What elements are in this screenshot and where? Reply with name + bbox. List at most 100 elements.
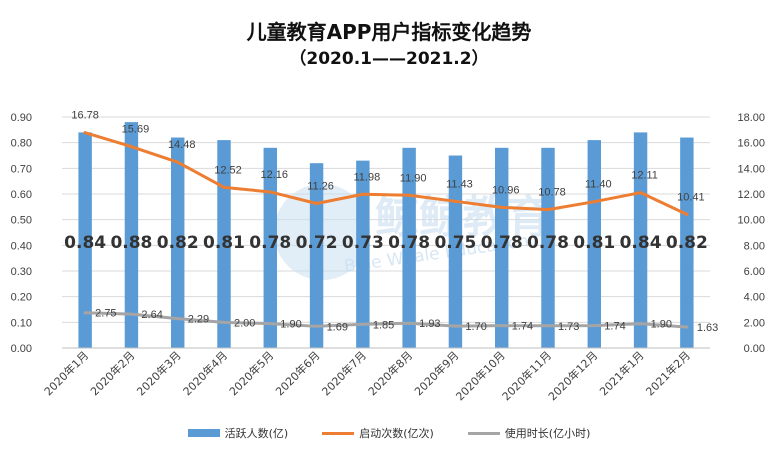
line-data-label: 10.41 bbox=[677, 191, 705, 203]
line-point bbox=[407, 193, 411, 197]
y-left-tick-label: 0.00 bbox=[11, 343, 32, 355]
y-right-tick-label: 10.00 bbox=[737, 215, 765, 227]
bar-data-label: 0.81 bbox=[203, 233, 245, 253]
y-left-tick-label: 0.10 bbox=[11, 317, 32, 329]
bar-data-label: 0.75 bbox=[434, 233, 476, 253]
y-right-tick-label: 18.00 bbox=[737, 112, 765, 124]
legend: 活跃人数(亿) 启动次数(亿次) 使用时长(亿小时) bbox=[0, 425, 778, 441]
y-left-tick-label: 0.50 bbox=[11, 215, 32, 227]
line-data-label: 12.16 bbox=[261, 169, 289, 181]
line-data-label: 1.74 bbox=[604, 321, 625, 333]
bar-data-label: 0.84 bbox=[64, 233, 106, 253]
x-tick-label: 2021年1月 bbox=[596, 348, 646, 398]
bar-data-label: 0.72 bbox=[296, 233, 338, 253]
line-series-launches bbox=[83, 131, 689, 216]
bar-data-label: 0.78 bbox=[249, 233, 291, 253]
line-data-label: 11.40 bbox=[585, 179, 612, 191]
bar bbox=[263, 147, 277, 348]
line-point bbox=[685, 325, 689, 329]
line-data-label: 12.52 bbox=[214, 164, 242, 176]
bar-data-label: 0.81 bbox=[573, 233, 615, 253]
line-point bbox=[592, 200, 596, 204]
line-data-label: 1.70 bbox=[465, 321, 486, 333]
x-tick-label: 2020年5月 bbox=[226, 348, 276, 398]
legend-item-usage-time[interactable]: 使用时长(亿小时) bbox=[467, 425, 590, 441]
bar-data-label: 0.88 bbox=[110, 233, 152, 253]
bar-data-label: 0.84 bbox=[620, 233, 662, 253]
line-point bbox=[500, 205, 504, 209]
bar bbox=[217, 140, 231, 348]
line-data-label: 11.26 bbox=[307, 180, 334, 192]
line-data-label: 2.64 bbox=[141, 309, 162, 321]
x-tick-label: 2020年4月 bbox=[180, 348, 230, 398]
x-tick-label: 2020年6月 bbox=[272, 348, 322, 398]
y-left-tick-label: 0.60 bbox=[11, 189, 32, 201]
legend-swatch-line bbox=[322, 431, 355, 435]
bar bbox=[124, 122, 139, 348]
x-tick-label: 2020年7月 bbox=[319, 348, 369, 398]
line-data-label: 15.69 bbox=[122, 124, 150, 136]
line-point bbox=[222, 320, 226, 324]
x-tick-label: 2020年8月 bbox=[365, 348, 415, 398]
line-data-label: 16.78 bbox=[71, 110, 99, 122]
y-left-tick-label: 0.30 bbox=[11, 266, 32, 278]
line-data-label: 1.63 bbox=[697, 322, 718, 334]
line-point bbox=[83, 131, 87, 135]
y-right-tick-label: 0.00 bbox=[744, 343, 765, 355]
line-data-label: 10.78 bbox=[538, 187, 566, 199]
line-data-label: 1.90 bbox=[651, 319, 672, 331]
y-right-tick-label: 6.00 bbox=[744, 266, 765, 278]
line-point bbox=[639, 191, 643, 195]
line-data-label: 10.96 bbox=[492, 184, 520, 196]
line-data-label: 11.98 bbox=[353, 171, 380, 183]
line-point bbox=[546, 208, 550, 212]
line-point bbox=[83, 311, 87, 315]
bar-data-label: 0.78 bbox=[388, 233, 430, 253]
line-data-label: 1.85 bbox=[373, 319, 394, 331]
bar bbox=[633, 132, 648, 348]
y-right-tick-label: 8.00 bbox=[744, 240, 765, 252]
y-left-tick-label: 0.70 bbox=[11, 163, 32, 175]
line-data-label: 1.73 bbox=[558, 321, 579, 333]
line-data-label: 11.43 bbox=[446, 178, 473, 190]
line-data-label: 1.90 bbox=[280, 319, 301, 331]
line-data-label: 12.11 bbox=[631, 170, 658, 182]
chart-subtitle: （2020.1——2021.2） bbox=[289, 49, 489, 69]
legend-item-launches[interactable]: 启动次数(亿次) bbox=[322, 425, 434, 441]
line-point bbox=[453, 199, 457, 203]
bar-data-label: 0.78 bbox=[527, 233, 569, 253]
line-point bbox=[176, 317, 180, 321]
y-right-tick-label: 16.00 bbox=[737, 138, 765, 150]
legend-swatch-line bbox=[467, 431, 500, 435]
x-tick-label: 2020年3月 bbox=[134, 348, 184, 398]
line-point bbox=[129, 312, 133, 316]
line-point bbox=[361, 192, 365, 196]
bar bbox=[309, 163, 324, 348]
legend-swatch-bar bbox=[187, 429, 220, 437]
bar bbox=[680, 137, 694, 348]
y-right-tick-label: 14.00 bbox=[737, 163, 765, 175]
line-point bbox=[592, 324, 596, 328]
legend-item-active-users[interactable]: 活跃人数(亿) bbox=[187, 425, 288, 441]
line-point bbox=[129, 145, 133, 149]
line-data-label: 1.74 bbox=[512, 321, 533, 333]
line-point bbox=[222, 185, 226, 189]
bar bbox=[171, 137, 185, 348]
line-point bbox=[500, 324, 504, 328]
x-tick-label: 2020年1月 bbox=[41, 348, 91, 398]
line-point bbox=[315, 201, 319, 205]
x-tick-label: 2020年9月 bbox=[411, 348, 461, 398]
line-point bbox=[268, 190, 272, 194]
y-right-tick-label: 4.00 bbox=[744, 292, 765, 304]
y-left-tick-label: 0.20 bbox=[11, 292, 32, 304]
line-data-label: 2.75 bbox=[95, 308, 116, 320]
y-left-tick-label: 0.40 bbox=[11, 240, 32, 252]
line-data-label: 1.93 bbox=[419, 318, 440, 330]
bar bbox=[541, 147, 555, 348]
y-left-tick-label: 0.90 bbox=[11, 112, 32, 124]
line-data-label: 11.90 bbox=[400, 172, 427, 184]
line-point bbox=[546, 324, 550, 328]
y-right-tick-label: 2.00 bbox=[744, 317, 765, 329]
chart-title: 儿童教育APP用户指标变化趋势 bbox=[246, 20, 532, 44]
